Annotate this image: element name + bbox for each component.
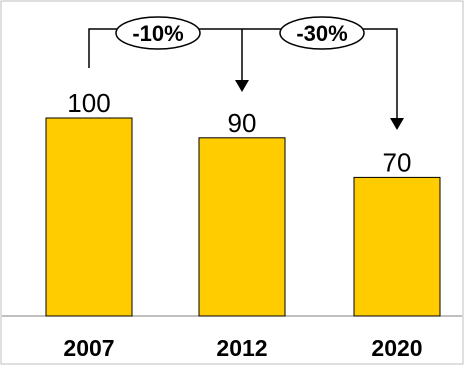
change-label-2012: -10% bbox=[132, 21, 183, 46]
change-label-2020: -30% bbox=[296, 21, 347, 46]
value-label-2012: 90 bbox=[228, 108, 257, 138]
change-callout-2012 bbox=[115, 16, 201, 50]
bar-2007 bbox=[45, 117, 133, 317]
bar-2020 bbox=[353, 176, 441, 317]
category-label-2007: 2007 bbox=[63, 335, 114, 361]
arrowhead-2020 bbox=[390, 118, 404, 130]
category-label-2012: 2012 bbox=[216, 335, 267, 361]
bar-2012 bbox=[198, 137, 286, 317]
bracket-connector-line bbox=[88, 28, 398, 118]
value-label-2007: 100 bbox=[67, 88, 110, 118]
arrowhead-2012 bbox=[235, 80, 249, 92]
value-label-2020: 70 bbox=[383, 147, 412, 177]
category-label-2020: 2020 bbox=[371, 335, 422, 361]
change-callout-2020 bbox=[279, 16, 365, 50]
